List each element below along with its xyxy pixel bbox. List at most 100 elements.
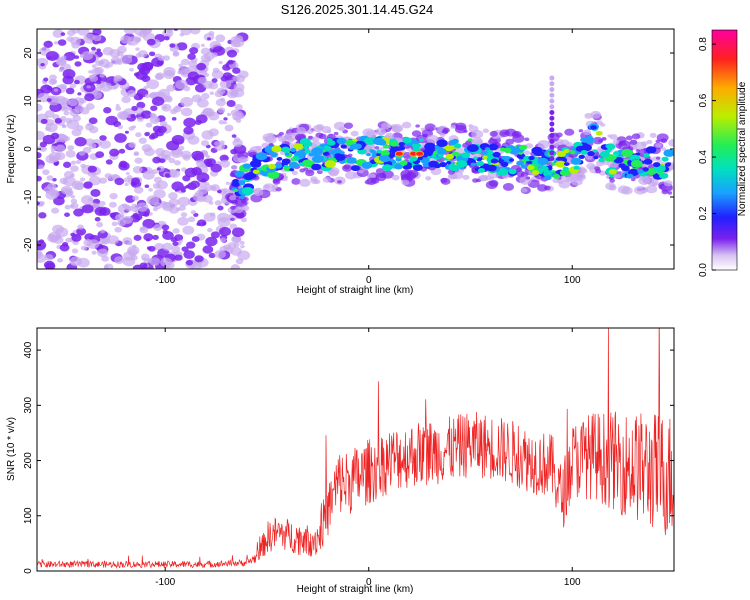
noise-blob xyxy=(57,258,63,263)
colorbar-tick-label: 0.6 xyxy=(698,93,709,107)
band-halo xyxy=(233,206,244,214)
snr-line xyxy=(37,328,674,569)
noise-blob xyxy=(115,103,120,107)
noise-blob xyxy=(177,216,189,226)
noise-blob xyxy=(117,124,124,130)
band-halo xyxy=(424,123,436,132)
noise-blob xyxy=(74,55,80,60)
noise-blob xyxy=(154,73,164,81)
spike-mark xyxy=(549,144,555,150)
band-core xyxy=(293,152,300,157)
band-core xyxy=(335,153,346,161)
band-core xyxy=(563,149,570,154)
band-halo xyxy=(614,174,621,179)
band-core xyxy=(608,169,618,175)
noise-blob xyxy=(191,150,204,161)
band-core xyxy=(598,158,605,163)
noise-blob xyxy=(70,194,76,199)
noise-blob xyxy=(109,201,117,208)
band-core xyxy=(242,163,252,169)
noise-blob xyxy=(150,105,158,112)
noise-blob xyxy=(79,97,87,104)
noise-blob xyxy=(81,195,94,205)
noise-blob xyxy=(92,34,102,42)
noise-blob xyxy=(134,186,144,194)
noise-blob xyxy=(49,74,57,81)
band-halo xyxy=(625,135,633,141)
noise-blob xyxy=(218,60,223,65)
band-halo xyxy=(609,134,618,140)
band-core xyxy=(590,125,597,130)
colorbar-tick-label: 0.2 xyxy=(698,206,709,220)
noise-blob xyxy=(144,131,150,137)
noise-blob xyxy=(131,105,138,111)
band-core xyxy=(389,140,399,147)
noise-blob xyxy=(143,233,154,242)
band-core xyxy=(637,169,644,174)
noise-blob xyxy=(203,212,216,222)
band-halo xyxy=(489,176,495,180)
band-core xyxy=(609,174,614,178)
noise-blob xyxy=(152,234,159,241)
noise-blob xyxy=(115,214,124,221)
noise-blob xyxy=(118,148,126,154)
band-halo xyxy=(450,125,456,129)
band-halo xyxy=(586,162,596,170)
band-core xyxy=(539,165,549,172)
noise-blob xyxy=(200,43,205,47)
band-core xyxy=(346,157,357,164)
noise-blob xyxy=(217,216,231,227)
band-halo xyxy=(285,132,298,142)
noise-blob xyxy=(201,93,210,100)
noise-blob xyxy=(203,32,215,42)
band-core xyxy=(436,139,448,147)
noise-blob xyxy=(214,200,222,206)
band-core xyxy=(646,168,657,176)
noise-blob xyxy=(166,84,176,92)
band-core xyxy=(409,156,418,162)
noise-blob xyxy=(239,240,245,245)
band-core xyxy=(366,152,371,157)
noise-blob xyxy=(232,138,243,148)
noise-blob xyxy=(140,62,154,72)
band-halo xyxy=(241,200,246,204)
noise-blob xyxy=(38,164,45,170)
noise-blob xyxy=(162,229,169,235)
noise-blob xyxy=(96,221,104,228)
spike-mark xyxy=(549,98,555,104)
noise-blob xyxy=(134,214,143,221)
noise-blob xyxy=(52,29,64,38)
noise-blob xyxy=(37,175,42,182)
noise-blob xyxy=(163,70,175,80)
band-halo xyxy=(231,165,238,170)
noise-blob xyxy=(223,244,232,251)
noise-blob xyxy=(37,103,43,112)
band-halo xyxy=(440,178,451,185)
noise-blob xyxy=(146,38,156,46)
noise-blob xyxy=(148,188,154,192)
noise-blob xyxy=(200,178,207,183)
noise-blob xyxy=(225,181,230,186)
band-core xyxy=(267,170,280,179)
noise-blob xyxy=(219,79,232,89)
y-tick-label: -10 xyxy=(23,189,34,204)
noise-blob xyxy=(150,132,159,139)
noise-blob xyxy=(50,132,60,140)
noise-blob xyxy=(65,150,76,158)
noise-blob xyxy=(67,145,75,151)
band-core xyxy=(271,145,282,153)
noise-blob xyxy=(210,163,222,173)
noise-blob xyxy=(143,147,155,157)
noise-blob xyxy=(87,165,97,173)
band-halo xyxy=(299,178,311,187)
noise-blob xyxy=(38,212,47,219)
band-core xyxy=(484,147,491,151)
band-core xyxy=(643,153,650,158)
spike-mark xyxy=(549,127,555,133)
noise-blob xyxy=(202,195,213,203)
band-halo xyxy=(426,134,439,144)
noise-blob xyxy=(229,79,234,84)
spike-mark xyxy=(549,81,555,87)
noise-blob xyxy=(181,246,189,252)
